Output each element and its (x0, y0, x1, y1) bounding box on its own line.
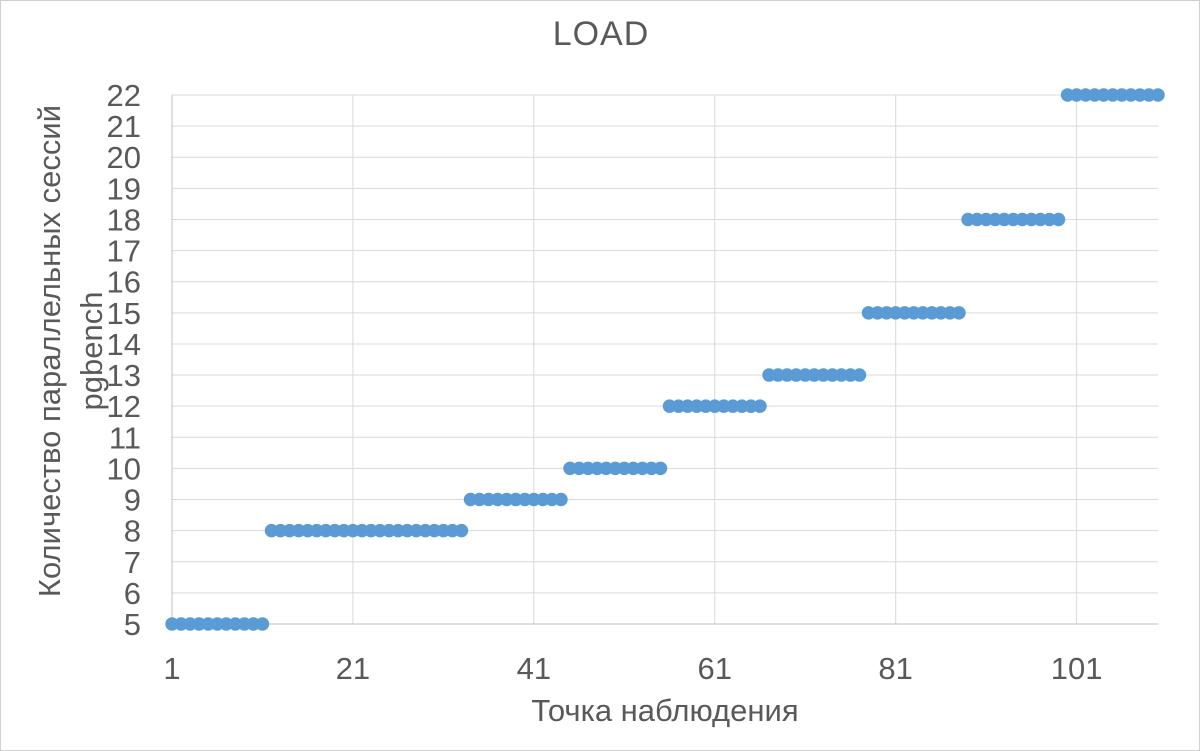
data-points (165, 88, 1165, 631)
y-tick-label: 8 (124, 514, 141, 549)
data-point (1051, 212, 1066, 227)
data-point (852, 368, 867, 382)
x-tick-label: 101 (1051, 651, 1103, 686)
data-point (653, 461, 668, 476)
y-tick-label: 5 (124, 607, 141, 642)
y-axis-title: Количество параллельных сессий pgbench (29, 105, 113, 597)
y-tick-label: 22 (107, 78, 141, 113)
y-tick-label: 21 (107, 109, 141, 144)
data-point (255, 617, 270, 631)
y-tick-label: 12 (107, 389, 141, 424)
y-tick-label: 17 (107, 234, 141, 269)
data-point (952, 306, 966, 320)
x-tick-label: 81 (878, 651, 912, 686)
y-tick-label: 11 (109, 420, 141, 455)
y-tick-label: 16 (107, 265, 141, 300)
x-tick-label: 61 (698, 651, 732, 686)
data-point (1151, 88, 1165, 102)
x-tick-label: 41 (517, 651, 551, 686)
data-point (454, 523, 469, 538)
y-tick-label: 15 (107, 296, 141, 331)
chart-title: LOAD (552, 15, 650, 53)
x-axis-title: Точка наблюдения (531, 693, 799, 728)
y-tick-label: 20 (107, 140, 141, 175)
y-tick-label: 13 (107, 358, 141, 393)
y-tick-label: 14 (107, 327, 141, 362)
gridlines (172, 94, 1158, 624)
y-tick-label: 7 (124, 545, 141, 580)
x-tick-label: 1 (163, 651, 180, 686)
data-point (753, 399, 767, 413)
y-axis-title-line1: Количество параллельных сессий (32, 104, 68, 598)
data-point (554, 492, 568, 507)
y-tick-label: 18 (107, 202, 141, 237)
x-axis-tick-labels: 1 21 41 61 81 101 (163, 651, 1102, 686)
axis-lines (171, 95, 1158, 625)
x-tick-label: 21 (336, 651, 370, 686)
y-tick-label: 9 (124, 483, 141, 518)
y-axis-title-line2: pgbench (74, 291, 109, 411)
y-tick-label: 10 (107, 451, 141, 486)
y-tick-label: 19 (107, 171, 141, 206)
y-tick-label: 6 (124, 576, 141, 611)
